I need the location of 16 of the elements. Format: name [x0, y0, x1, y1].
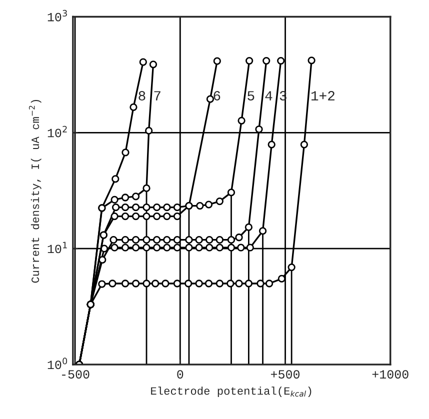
x-tick-label: -500 [62, 370, 90, 379]
y-axis-title: Current density, I( uA cm$^{−2}$) [28, 100, 42, 283]
x-tick-label: +1000 [372, 370, 408, 379]
y-tick-label: 10$^{3}$ [48, 10, 67, 22]
series-label: 7 [154, 91, 160, 100]
series-label: 5 [248, 91, 254, 100]
y-tick-label: 10$^{2}$ [48, 126, 67, 138]
y-tick-label: 10$^{1}$ [48, 242, 67, 254]
x-tick-label: +500 [270, 370, 300, 379]
x-tick-label: 0 [177, 370, 184, 379]
series-label: 1+2 [311, 91, 334, 100]
series-label: 4 [265, 91, 272, 100]
x-axis-title: Electrode potential(E$_{kcal}$) [151, 386, 312, 397]
y-tick-label: 10$^{0}$ [48, 358, 68, 370]
series-label: 6 [214, 91, 220, 100]
series-label: 8 [138, 91, 146, 100]
